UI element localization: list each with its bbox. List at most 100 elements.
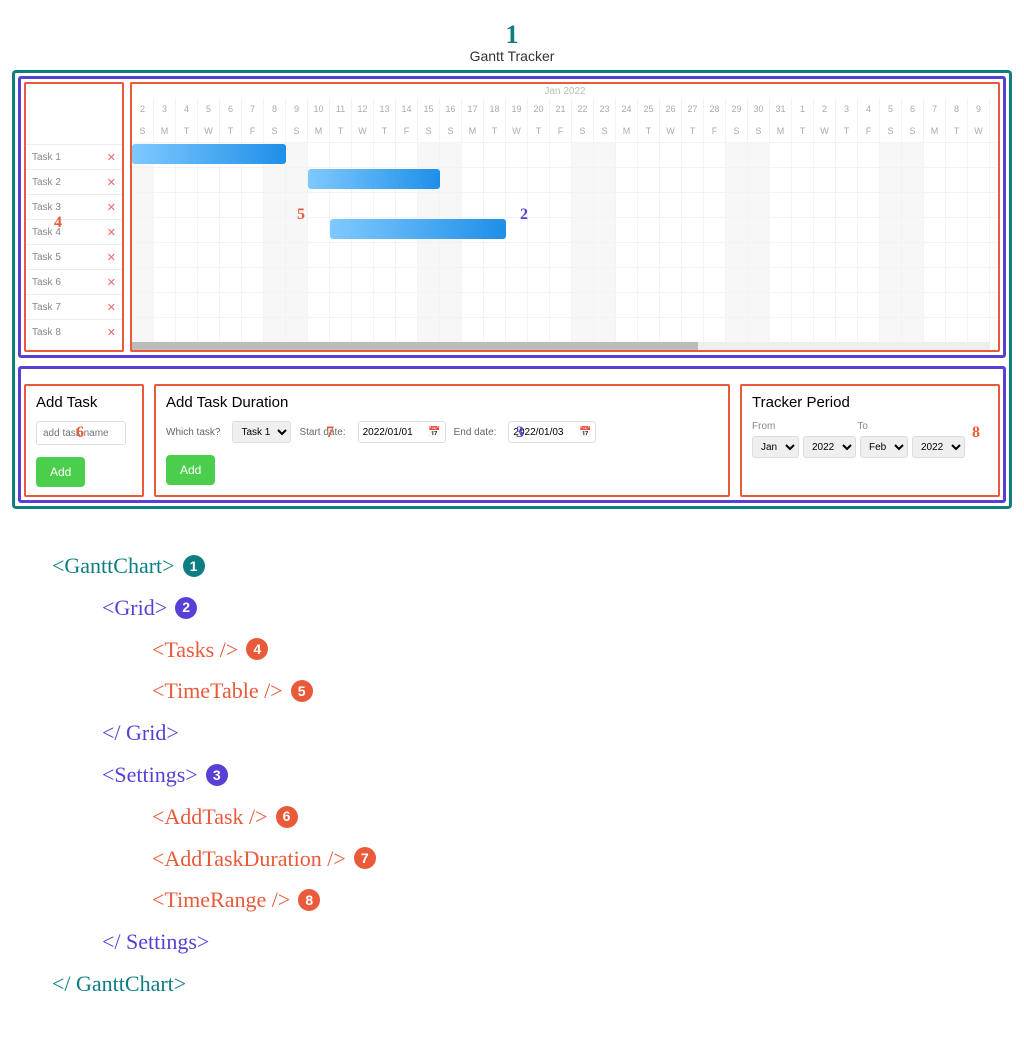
close-icon[interactable]: ✕ bbox=[107, 326, 116, 339]
from-month-select[interactable]: Jan bbox=[752, 436, 799, 458]
day-header: 23S bbox=[594, 98, 616, 142]
day-header: 30S bbox=[748, 98, 770, 142]
day-header: 28F bbox=[704, 98, 726, 142]
close-icon[interactable]: ✕ bbox=[107, 226, 116, 239]
annotation-7: 7 bbox=[326, 424, 334, 442]
tree-node: <TimeRange />8 bbox=[152, 879, 1012, 921]
day-header: 9W bbox=[968, 98, 990, 142]
add-task-title: Add Task bbox=[36, 394, 132, 411]
day-header: 20T bbox=[528, 98, 550, 142]
which-task-select[interactable]: Task 1 bbox=[232, 421, 291, 443]
day-header: 2S bbox=[132, 98, 154, 142]
day-header: 7F bbox=[242, 98, 264, 142]
grid-row bbox=[132, 292, 998, 317]
grid-row bbox=[132, 167, 998, 192]
task-item: Task 4✕ bbox=[26, 219, 122, 244]
grid-row bbox=[132, 242, 998, 267]
start-date-input[interactable]: 2022/01/01📅 bbox=[358, 421, 446, 443]
tree-badge: 4 bbox=[246, 638, 268, 660]
day-header: 1T bbox=[792, 98, 814, 142]
which-task-label: Which task? bbox=[166, 427, 220, 438]
tree-node: <AddTask />6 bbox=[152, 796, 1012, 838]
tree-node: <Grid>2 bbox=[102, 587, 1012, 629]
close-icon[interactable]: ✕ bbox=[107, 176, 116, 189]
day-header: 16S bbox=[440, 98, 462, 142]
tracker-period-title: Tracker Period bbox=[752, 394, 988, 411]
to-month-select[interactable]: Feb bbox=[860, 436, 908, 458]
gantt-bar[interactable] bbox=[308, 169, 440, 189]
day-header: 24M bbox=[616, 98, 638, 142]
start-date-label: Start date: bbox=[299, 427, 345, 438]
day-header: 14F bbox=[396, 98, 418, 142]
day-header: 5S bbox=[880, 98, 902, 142]
add-task-button[interactable]: Add bbox=[36, 457, 85, 487]
day-header: 9S bbox=[286, 98, 308, 142]
day-header: 25T bbox=[638, 98, 660, 142]
gantt-bar[interactable] bbox=[330, 219, 506, 239]
annotation-6: 6 bbox=[76, 424, 84, 442]
day-header: 21F bbox=[550, 98, 572, 142]
day-header: 4T bbox=[176, 98, 198, 142]
day-header: 6S bbox=[902, 98, 924, 142]
annotation-4: 4 bbox=[54, 214, 62, 232]
task-item: Task 5✕ bbox=[26, 244, 122, 269]
day-header: 5W bbox=[198, 98, 220, 142]
task-item: Task 1✕ bbox=[26, 144, 122, 169]
ganttchart-outline: 4 Task 1✕Task 2✕Task 3✕Task 4✕Task 5✕Tas… bbox=[12, 70, 1012, 509]
day-header: 31M bbox=[770, 98, 792, 142]
title-number: 1 bbox=[12, 20, 1012, 50]
day-header: 4F bbox=[858, 98, 880, 142]
end-date-label: End date: bbox=[454, 427, 497, 438]
grid-row bbox=[132, 317, 998, 342]
task-item: Task 6✕ bbox=[26, 269, 122, 294]
tree-node: <Settings>3 bbox=[102, 754, 1012, 796]
scrollbar[interactable] bbox=[132, 342, 990, 350]
task-item: Task 3✕ bbox=[26, 194, 122, 219]
settings-outline: Add Task 6 Add Add Task Duration Which t… bbox=[18, 366, 1006, 503]
day-header: 17M bbox=[462, 98, 484, 142]
tree-badge: 1 bbox=[183, 555, 205, 577]
day-header: 13T bbox=[374, 98, 396, 142]
timetable-panel: Jan 2022 2S3M4T5W6T7F8S9S10M11T12W13T14F… bbox=[130, 82, 1000, 352]
day-header: 26W bbox=[660, 98, 682, 142]
grid-row bbox=[132, 192, 998, 217]
add-duration-button[interactable]: Add bbox=[166, 455, 215, 485]
close-icon[interactable]: ✕ bbox=[107, 201, 116, 214]
from-year-select[interactable]: 2022 bbox=[803, 436, 856, 458]
day-header: 29S bbox=[726, 98, 748, 142]
annotation-3: 3 bbox=[516, 424, 524, 442]
close-icon[interactable]: ✕ bbox=[107, 151, 116, 164]
close-icon[interactable]: ✕ bbox=[107, 301, 116, 314]
month-label: Jan 2022 bbox=[132, 84, 998, 99]
close-icon[interactable]: ✕ bbox=[107, 251, 116, 264]
day-header: 8S bbox=[264, 98, 286, 142]
tree-badge: 2 bbox=[175, 597, 197, 619]
annotation-2: 2 bbox=[520, 206, 528, 224]
close-icon[interactable]: ✕ bbox=[107, 276, 116, 289]
tasks-panel: 4 Task 1✕Task 2✕Task 3✕Task 4✕Task 5✕Tas… bbox=[24, 82, 124, 352]
day-header: 3T bbox=[836, 98, 858, 142]
day-header: 8T bbox=[946, 98, 968, 142]
tree-badge: 5 bbox=[291, 680, 313, 702]
from-label: From bbox=[752, 421, 775, 432]
add-duration-title: Add Task Duration bbox=[166, 394, 718, 411]
to-year-select[interactable]: 2022 bbox=[912, 436, 965, 458]
task-item: Task 8✕ bbox=[26, 319, 122, 344]
day-header: 15S bbox=[418, 98, 440, 142]
grid-row bbox=[132, 217, 998, 242]
tree-node: <GanttChart>1 bbox=[52, 545, 1012, 587]
gantt-bar[interactable] bbox=[132, 144, 286, 164]
gantt-chart-diagram: 1 Gantt Tracker 4 Task 1✕Task 2✕Task 3✕T… bbox=[12, 20, 1012, 1005]
tree-node: </ Settings> bbox=[102, 921, 1012, 963]
day-header: 27T bbox=[682, 98, 704, 142]
annotation-8: 8 bbox=[972, 424, 980, 442]
day-header: 7M bbox=[924, 98, 946, 142]
add-task-card: Add Task 6 Add bbox=[24, 384, 144, 497]
tree-badge: 6 bbox=[276, 806, 298, 828]
component-tree: <GanttChart>1<Grid>2<Tasks />4<TimeTable… bbox=[52, 545, 1012, 1005]
day-header: 10M bbox=[308, 98, 330, 142]
day-header: 6T bbox=[220, 98, 242, 142]
task-item: Task 7✕ bbox=[26, 294, 122, 319]
tree-badge: 3 bbox=[206, 764, 228, 786]
day-header: 3M bbox=[154, 98, 176, 142]
